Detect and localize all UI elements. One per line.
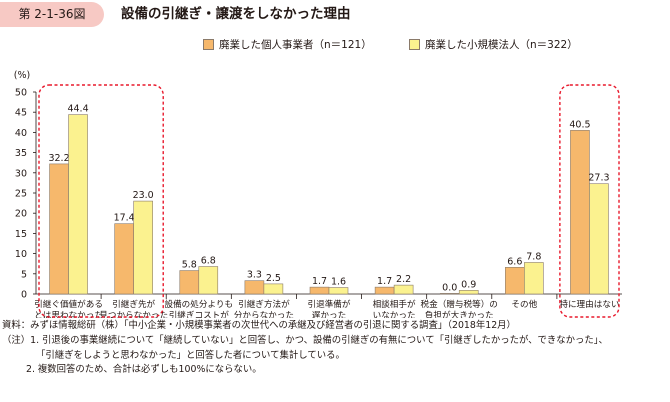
x-category-label: 引継ぎコストが <box>169 309 230 318</box>
figure-number-badge: 第 2-1-36図 <box>0 2 104 27</box>
y-tick-label: 50 <box>15 88 27 99</box>
data-label-series1: 17.4 <box>114 213 135 224</box>
data-label-series1: 6.6 <box>507 256 522 267</box>
y-axis-label: (%) <box>14 70 30 81</box>
bar-series2 <box>589 183 609 295</box>
data-label-series1: 40.5 <box>569 119 590 130</box>
x-category-label: 引継ぎ方法が <box>238 298 290 310</box>
y-tick-label: 0 <box>21 290 27 301</box>
data-label-series2: 27.3 <box>588 173 609 184</box>
legend-item-series2: 廃業した小規模法人（n＝322） <box>409 38 578 52</box>
x-category-label: 相談相手が <box>373 298 416 310</box>
bar-series2 <box>458 290 479 295</box>
y-tick-label: 45 <box>15 108 27 119</box>
x-category-label: 遅かった <box>312 310 346 318</box>
data-label-series2: 23.0 <box>133 190 154 201</box>
y-tick-label: 25 <box>15 189 27 200</box>
highlight-box <box>38 84 164 318</box>
data-label-series2: 0.9 <box>461 279 476 290</box>
figure-header: 第 2-1-36図 設備の引継ぎ・譲渡をしなかった理由 <box>0 0 670 30</box>
x-category-label: 引継ぐ価値がある <box>34 298 103 310</box>
bar-series1 <box>374 286 395 295</box>
x-category-label: その他 <box>511 298 537 310</box>
note-2: 2. 複数回答のため、合計は必ずしも100%にならない。 <box>26 364 262 376</box>
x-category-label: 分からなかった <box>234 310 294 318</box>
bar-series1 <box>179 270 200 295</box>
bar-series2 <box>524 262 544 295</box>
bar-series1 <box>505 267 525 295</box>
bar-series1 <box>570 130 590 295</box>
x-category-label: 負担が大きかった <box>425 309 494 318</box>
x-category-label: 設備の処分よりも <box>164 298 233 310</box>
highlight-box <box>559 84 620 318</box>
data-label-series2: 7.8 <box>526 251 541 262</box>
y-tick-label: 5 <box>21 269 27 280</box>
data-label-series2: 6.8 <box>201 256 216 267</box>
data-label-series2: 2.2 <box>396 274 411 285</box>
legend-item-series1: 廃業した個人事業者（n＝121） <box>203 38 372 52</box>
bar-series2 <box>133 200 153 295</box>
y-tick-label: 15 <box>15 229 27 240</box>
data-label-series1: 3.3 <box>247 270 262 281</box>
y-tick-label: 35 <box>15 148 27 159</box>
data-label-series1: 32.2 <box>48 153 69 164</box>
bar-series2 <box>393 284 414 295</box>
x-category-label: いなかった <box>373 310 416 318</box>
bar-chart: (%) 0 5 10 15 20 25 30 35 40 45 50 32.2 44.4 引継ぐ価値があると… <box>14 70 622 318</box>
bar-series2 <box>263 283 284 295</box>
note-source: 資料：みずほ情報総研（株）「中小企業・小規模事業者の次世代への承継及び経営者の引… <box>2 320 516 331</box>
data-label-series1: 1.7 <box>377 276 392 287</box>
bar-series1 <box>439 293 460 295</box>
data-label-series1: 1.7 <box>312 276 327 287</box>
y-tick-label: 30 <box>15 168 27 179</box>
legend-swatch-series2 <box>409 38 420 50</box>
x-category-label: とは思わなかった <box>34 310 103 318</box>
bar-series1 <box>244 280 265 295</box>
data-label-series2: 1.6 <box>331 277 346 288</box>
bar-series2 <box>198 266 219 295</box>
x-category-label: 引退準備が <box>308 298 351 310</box>
figure-title: 設備の引継ぎ・譲渡をしなかった理由 <box>121 6 351 22</box>
bar-series1 <box>309 286 330 295</box>
legend-label-series1: 廃業した個人事業者（n＝121） <box>219 39 372 51</box>
x-category-label: 税金（贈与税等）の <box>421 298 498 310</box>
y-tick-label: 20 <box>15 209 27 220</box>
x-category-label: 特に理由はない <box>559 298 619 310</box>
y-tick-label: 10 <box>15 249 27 260</box>
data-label-series1: 0.0 <box>442 282 457 293</box>
bar-series2 <box>328 287 349 295</box>
legend-label-series2: 廃業した小規模法人（n＝322） <box>425 39 578 51</box>
bar-series1 <box>49 163 69 295</box>
note-1: （注）1. 引退後の事業継続について「継続していない」と回答し、かつ、設備の引継… <box>2 334 608 346</box>
legend-swatch-series1 <box>203 38 214 50</box>
data-label-series2: 44.4 <box>67 104 88 115</box>
note-1-cont: 「引継ぎをしようと思わなかった」と回答した者について集計している。 <box>36 349 345 361</box>
bar-series2 <box>68 114 88 295</box>
data-label-series2: 2.5 <box>266 273 281 284</box>
bar-series1 <box>114 223 134 295</box>
y-tick-label: 40 <box>15 128 27 139</box>
x-category-label: 見つからなかった <box>99 310 168 318</box>
x-category-label: 引継ぎ先が <box>112 298 155 310</box>
data-label-series1: 5.8 <box>182 260 197 271</box>
figure-notes: 資料：みずほ情報総研（株）「中小企業・小規模事業者の次世代への承継及び経営者の引… <box>2 319 608 378</box>
